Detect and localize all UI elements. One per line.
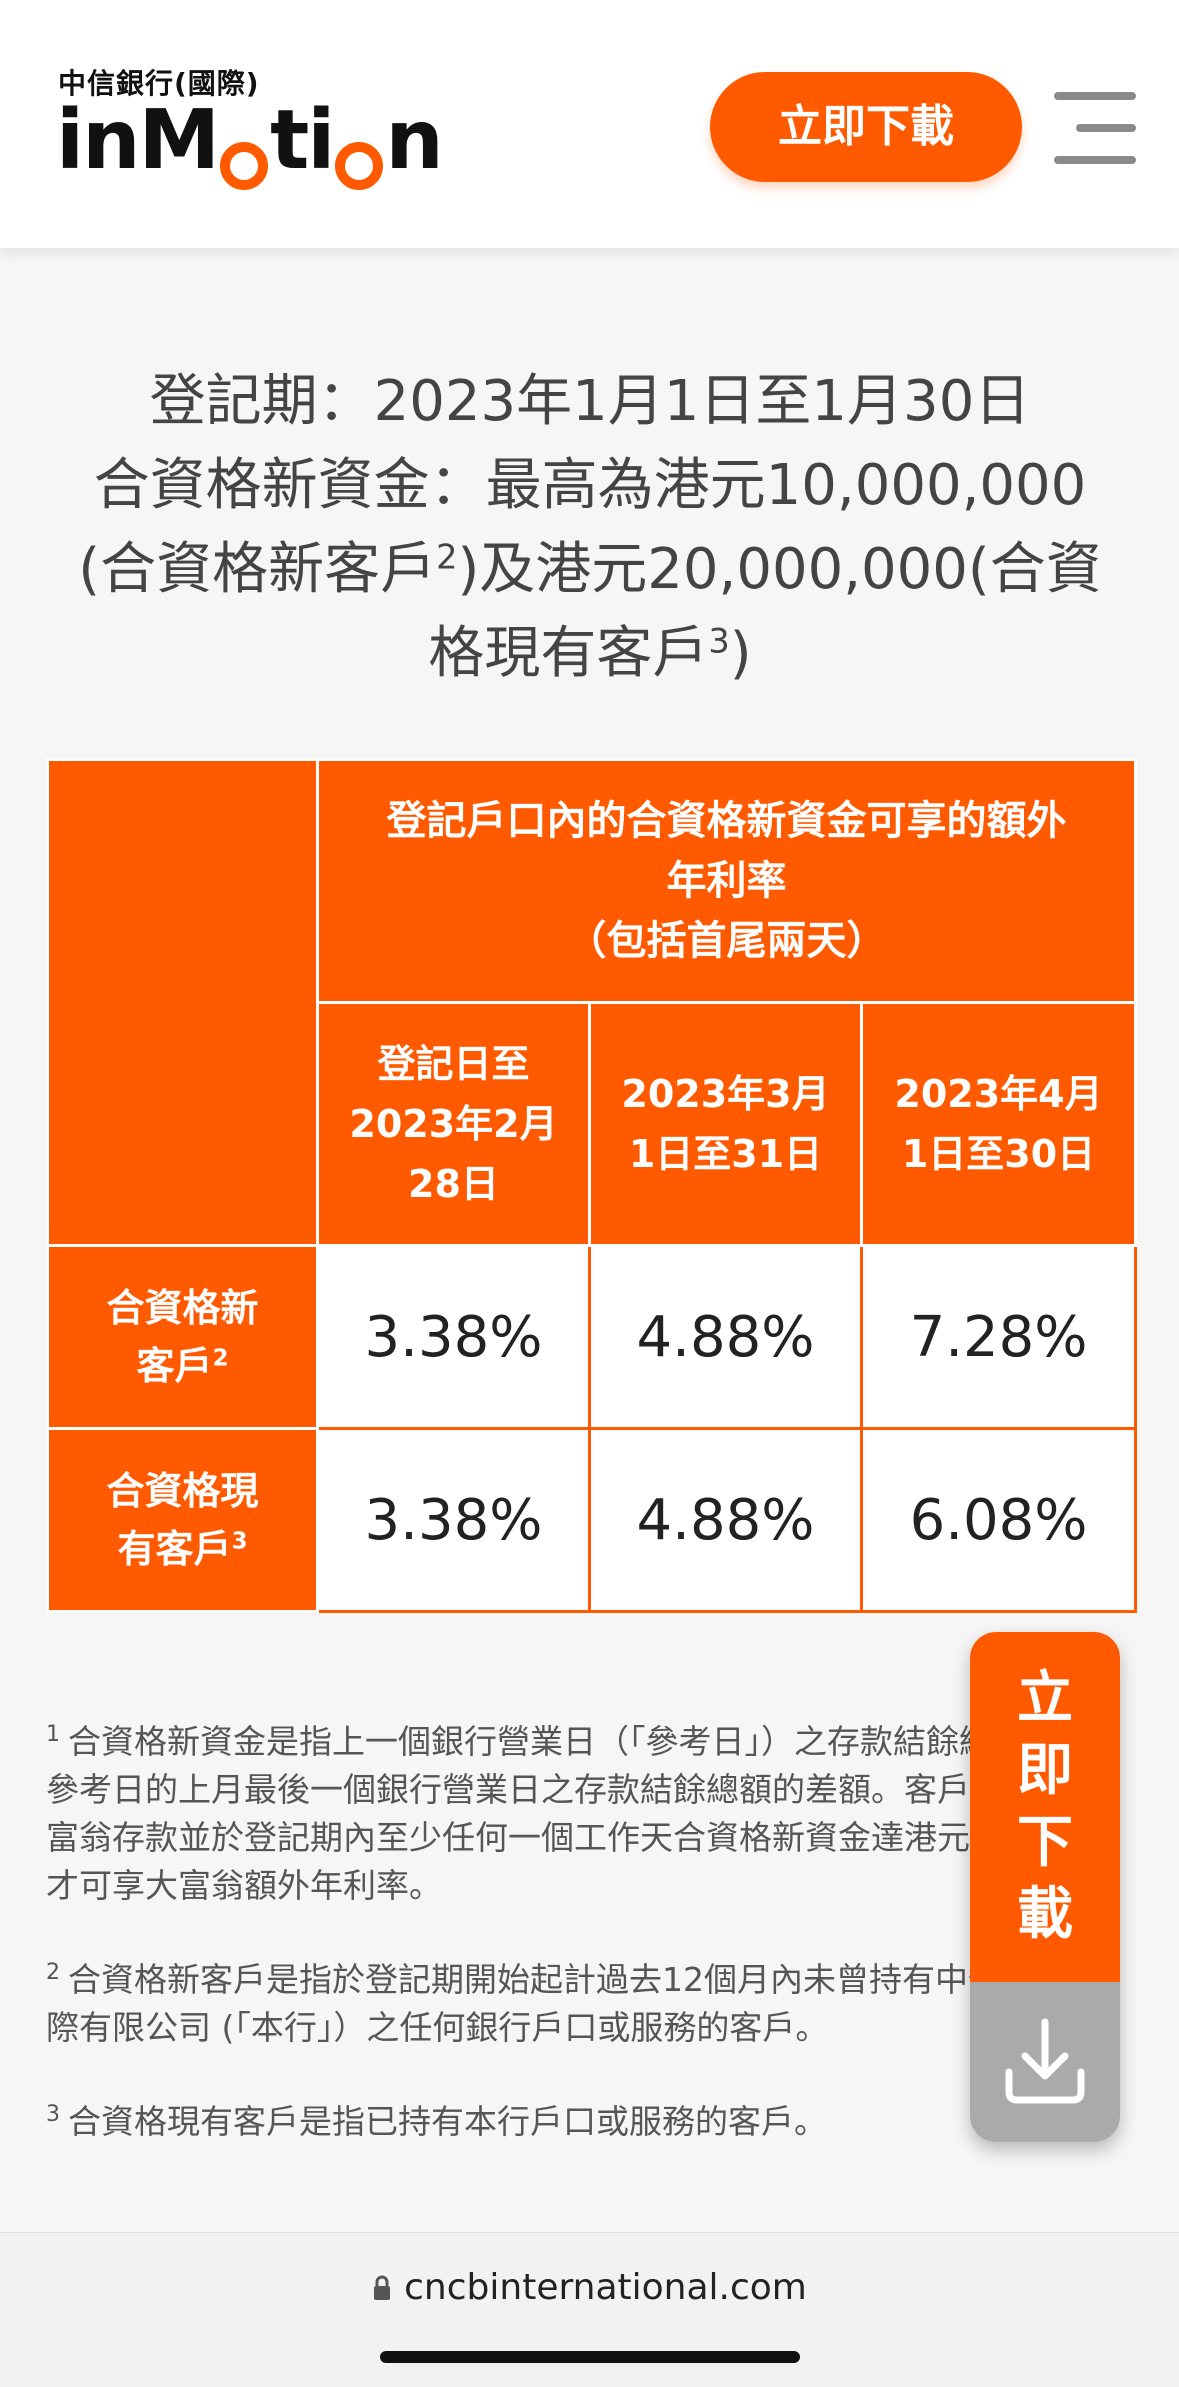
logo-o-mark-2 <box>335 142 384 190</box>
intro-text: ) <box>729 621 752 686</box>
rate-cell: 4.88% <box>588 1244 863 1430</box>
footnote-ref[interactable]: 3 <box>231 1528 248 1555</box>
header-text: （包括首尾兩天） <box>566 918 887 964</box>
inmotion-logo[interactable]: inM ti n <box>56 100 444 190</box>
table-row: 合資格新 客戶2 3.38% 4.88% 7.28% <box>46 1244 1138 1430</box>
header-text: 年利率 <box>666 858 787 904</box>
period-header: 2023年3月 1日至31日 <box>588 1001 863 1247</box>
period-text: 1日至30日 <box>901 1132 1096 1176</box>
intro-text: (合資格新客戶 <box>78 537 437 602</box>
registration-period: 登記期：2023年1月1日至1月30日 <box>149 369 1031 434</box>
footnote-2: 2 合資格新客戶是指於登記期開始起計過去12個月內未曾持有中信銀行國際有限公司 (… <box>46 1956 1116 2052</box>
table-main-header: 登記戶口內的合資格新資金可享的額外 年利率 （包括首尾兩天） <box>315 758 1138 1004</box>
period-text: 1日至31日 <box>628 1132 823 1176</box>
download-arrow-icon <box>1005 2018 1085 2104</box>
extra-interest-rate-table: 登記戶口內的合資格新資金可享的額外 年利率 （包括首尾兩天） 登記日至 2023… <box>46 758 1138 1613</box>
floating-download-button[interactable]: 立 即 下 載 <box>970 1632 1120 2142</box>
rate-cell: 3.38% <box>316 1427 591 1613</box>
hamburger-menu-icon[interactable] <box>1054 88 1136 168</box>
row-label: 合資格現 <box>106 1469 259 1513</box>
logo-part-ti: ti <box>270 93 335 188</box>
period-text: 2023年2月 <box>349 1102 558 1146</box>
footnote-text: 合資格新資金是指上一個銀行營業日（「參考日」）之存款結餘總額減去參考日的上月最後… <box>46 1722 1102 1905</box>
footnote-3: 3 合資格現有客戶是指已持有本行戶口或服務的客戶。 <box>46 2098 1116 2146</box>
period-header: 2023年4月 1日至30日 <box>859 1001 1138 1247</box>
footnote-1: 1 合資格新資金是指上一個銀行營業日（「參考日」）之存款結餘總額減去參考日的上月最… <box>46 1718 1116 1910</box>
row-label: 客戶2 <box>49 1337 316 1395</box>
browser-url-bar[interactable]: cncbinternational.com <box>0 2232 1179 2387</box>
logo-part-m: M <box>138 93 220 188</box>
new-funds-limit: 合資格新資金：最高為港元10,000,000 <box>93 453 1087 518</box>
menu-line-icon <box>1054 156 1136 164</box>
new-funds-limit-end: 格現有客戶3) <box>60 612 1120 696</box>
period-text: 28日 <box>408 1162 499 1206</box>
logo-o-mark <box>220 142 269 190</box>
footnote-text: 合資格現有客戶是指已持有本行戶口或服務的客戶。 <box>68 2102 827 2141</box>
intro-text: 格現有客戶 <box>428 621 709 686</box>
footnote-ref[interactable]: 3 <box>708 621 730 661</box>
label-char: 下 <box>1017 1810 1073 1875</box>
url-display[interactable]: cncbinternational.com <box>0 2267 1179 2310</box>
rate-cell: 7.28% <box>859 1244 1138 1430</box>
row-header-new-customer: 合資格新 客戶2 <box>46 1244 319 1430</box>
row-label-text: 客戶 <box>136 1344 213 1388</box>
lock-icon <box>372 2269 392 2310</box>
floating-download-label[interactable]: 立 即 下 載 <box>970 1632 1120 1982</box>
footnotes: 1 合資格新資金是指上一個銀行營業日（「參考日」）之存款結餘總額減去參考日的上月最… <box>46 1718 1116 2192</box>
download-icon[interactable] <box>970 1982 1120 2142</box>
url-text: cncbinternational.com <box>404 2267 807 2308</box>
period-header: 登記日至 2023年2月 28日 <box>316 1001 591 1247</box>
rate-cell: 4.88% <box>588 1427 863 1613</box>
footnote-number: 3 <box>46 2102 60 2127</box>
footnote-text: 合資格新客戶是指於登記期開始起計過去12個月內未曾持有中信銀行國際有限公司 (「… <box>46 1960 1100 2047</box>
download-now-button[interactable]: 立即下載 <box>710 72 1022 182</box>
intro-text: )及港元20,000,000(合資 <box>457 537 1102 602</box>
logo-part-n: n <box>385 93 443 188</box>
header-text: 登記戶口內的合資格新資金可享的額外 <box>386 798 1067 844</box>
logo-part-in: in <box>56 93 140 188</box>
new-funds-limit-cont: (合資格新客戶2)及港元20,000,000(合資 <box>60 528 1120 612</box>
row-label-text: 有客戶 <box>117 1527 232 1571</box>
promotion-summary: 登記期：2023年1月1日至1月30日 合資格新資金：最高為港元10,000,0… <box>60 360 1120 696</box>
menu-line-icon <box>1076 124 1136 132</box>
row-header-existing-customer: 合資格現 有客戶3 <box>46 1427 319 1613</box>
row-label: 有客戶3 <box>49 1520 316 1578</box>
brand-chinese-name: 中信銀行(國際) <box>58 67 260 100</box>
footnote-number: 2 <box>46 1960 60 1985</box>
period-text: 2023年4月 <box>894 1072 1103 1116</box>
rate-cell: 6.08% <box>859 1427 1138 1613</box>
table-row: 合資格現 有客戶3 3.38% 4.88% 6.08% <box>46 1427 1138 1613</box>
table-corner-cell <box>46 758 319 1247</box>
row-label: 合資格新 <box>106 1286 259 1330</box>
period-text: 登記日至 <box>377 1042 530 1086</box>
label-char: 載 <box>1017 1882 1073 1947</box>
rate-cell: 3.38% <box>316 1244 591 1430</box>
footnote-number: 1 <box>46 1722 60 1747</box>
home-indicator[interactable] <box>380 2351 800 2363</box>
footnote-ref[interactable]: 2 <box>436 537 458 577</box>
period-text: 2023年3月 <box>621 1072 830 1116</box>
label-char: 即 <box>1017 1738 1073 1803</box>
site-header: 中信銀行(國際) inM ti n 立即下載 <box>0 0 1179 248</box>
menu-line-icon <box>1054 92 1136 100</box>
label-char: 立 <box>1017 1666 1073 1731</box>
footnote-ref[interactable]: 2 <box>212 1345 229 1372</box>
